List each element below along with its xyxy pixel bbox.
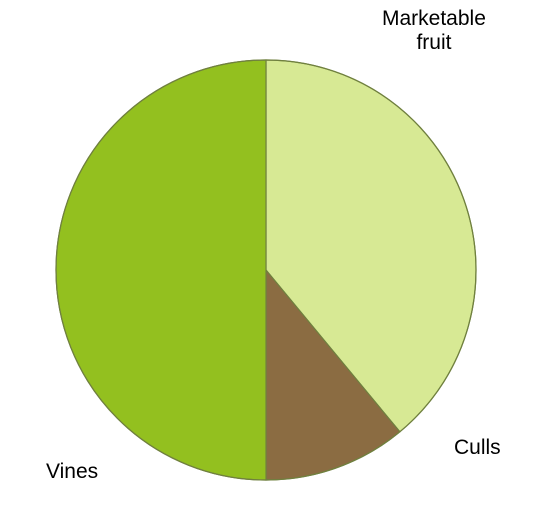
slice-vines: [56, 60, 266, 480]
pie-chart: Marketable fruitCullsVines: [0, 0, 560, 515]
pie-svg: [0, 0, 560, 515]
